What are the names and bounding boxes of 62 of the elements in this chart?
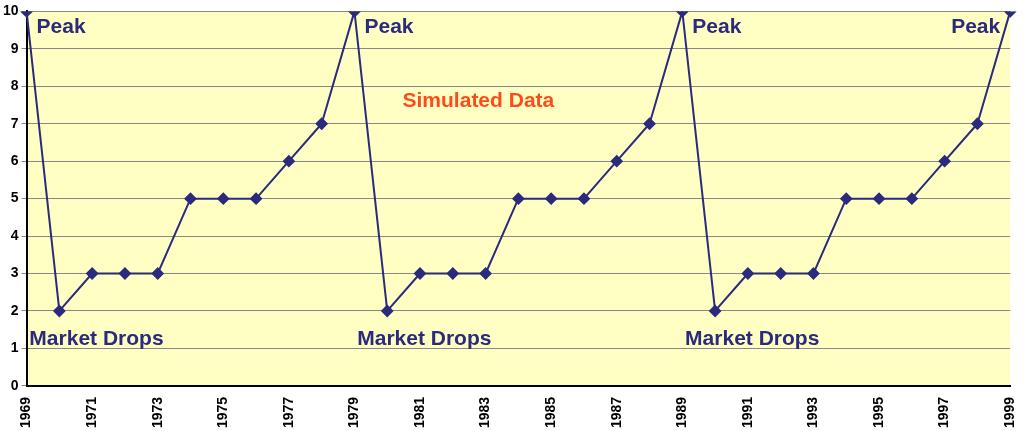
point: [840, 192, 853, 205]
point: [512, 192, 525, 205]
point: [184, 192, 197, 205]
x-tick-label: 1989: [673, 396, 690, 429]
point: [250, 192, 263, 205]
annotation: Simulated Data: [402, 88, 555, 112]
annotation: Market Drops: [685, 325, 820, 349]
annotation: Peak: [951, 14, 1001, 38]
point: [315, 117, 328, 130]
y-tick-label: 0: [10, 376, 19, 393]
point: [610, 155, 623, 168]
point: [741, 267, 754, 280]
annotation: Market Drops: [357, 325, 492, 349]
x-tick-label: 1995: [869, 396, 886, 429]
point: [971, 117, 984, 130]
y-tick-label: 5: [10, 189, 19, 206]
point: [217, 192, 230, 205]
point: [873, 192, 886, 205]
y-tick-label: 6: [10, 152, 19, 169]
x-tick-label: 1975: [214, 396, 231, 429]
point: [905, 192, 918, 205]
x-tick-label: 1983: [476, 396, 493, 429]
point: [577, 192, 590, 205]
x-tick-label: 1993: [804, 396, 821, 429]
point: [86, 267, 99, 280]
point: [282, 155, 295, 168]
point: [709, 304, 722, 317]
y-tick-label: 7: [10, 114, 19, 131]
x-tick-label: 1987: [607, 396, 624, 429]
point: [479, 267, 492, 280]
annotation: Peak: [364, 14, 414, 38]
point: [545, 192, 558, 205]
point: [53, 304, 66, 317]
x-tick-label: 1981: [410, 396, 427, 429]
y-tick-label: 9: [10, 39, 19, 56]
point: [807, 267, 820, 280]
y-tick-label: 2: [10, 301, 19, 318]
x-tick-label: 1977: [279, 396, 296, 429]
annotation: Peak: [36, 14, 86, 38]
point: [446, 267, 459, 280]
point: [643, 117, 656, 130]
x-tick-label: 1971: [83, 396, 100, 429]
y-tick-label: 8: [10, 77, 19, 94]
x-tick-label: 1969: [17, 396, 34, 429]
x-tick-label: 1973: [148, 396, 165, 429]
x-tick-label: 1991: [738, 396, 755, 429]
x-tick-label: 1985: [542, 396, 559, 429]
annotation: Peak: [692, 14, 742, 38]
y-tick-label: 1: [10, 339, 19, 356]
point: [938, 155, 951, 168]
y-tick-label: 4: [10, 226, 19, 243]
x-tick-label: 1999: [1001, 396, 1018, 429]
point: [151, 267, 164, 280]
annotation: Market Drops: [29, 325, 164, 349]
y-tick-label: 10: [2, 2, 19, 19]
x-tick-label: 1979: [345, 396, 362, 429]
point: [774, 267, 787, 280]
x-tick-label: 1997: [935, 396, 952, 429]
point: [381, 304, 394, 317]
point: [118, 267, 131, 280]
point: [414, 267, 427, 280]
y-tick-label: 3: [10, 264, 19, 281]
